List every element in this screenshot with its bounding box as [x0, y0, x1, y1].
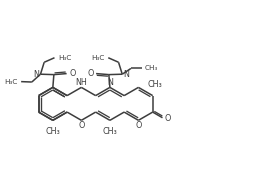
Text: O: O [165, 115, 171, 124]
Text: CH₃: CH₃ [148, 80, 162, 89]
Text: O: O [87, 69, 94, 78]
Text: CH₃: CH₃ [145, 66, 158, 71]
Text: H₃C: H₃C [58, 55, 71, 61]
Text: CH₃: CH₃ [102, 127, 117, 136]
Text: O: O [78, 121, 85, 130]
Text: H₃C: H₃C [91, 55, 105, 61]
Text: NH: NH [76, 78, 87, 87]
Text: CH₃: CH₃ [45, 127, 60, 136]
Text: N: N [123, 70, 129, 79]
Text: N: N [33, 70, 39, 79]
Text: N: N [107, 78, 113, 87]
Text: O: O [69, 69, 76, 78]
Text: H₃C: H₃C [4, 79, 18, 85]
Text: O: O [135, 121, 142, 130]
